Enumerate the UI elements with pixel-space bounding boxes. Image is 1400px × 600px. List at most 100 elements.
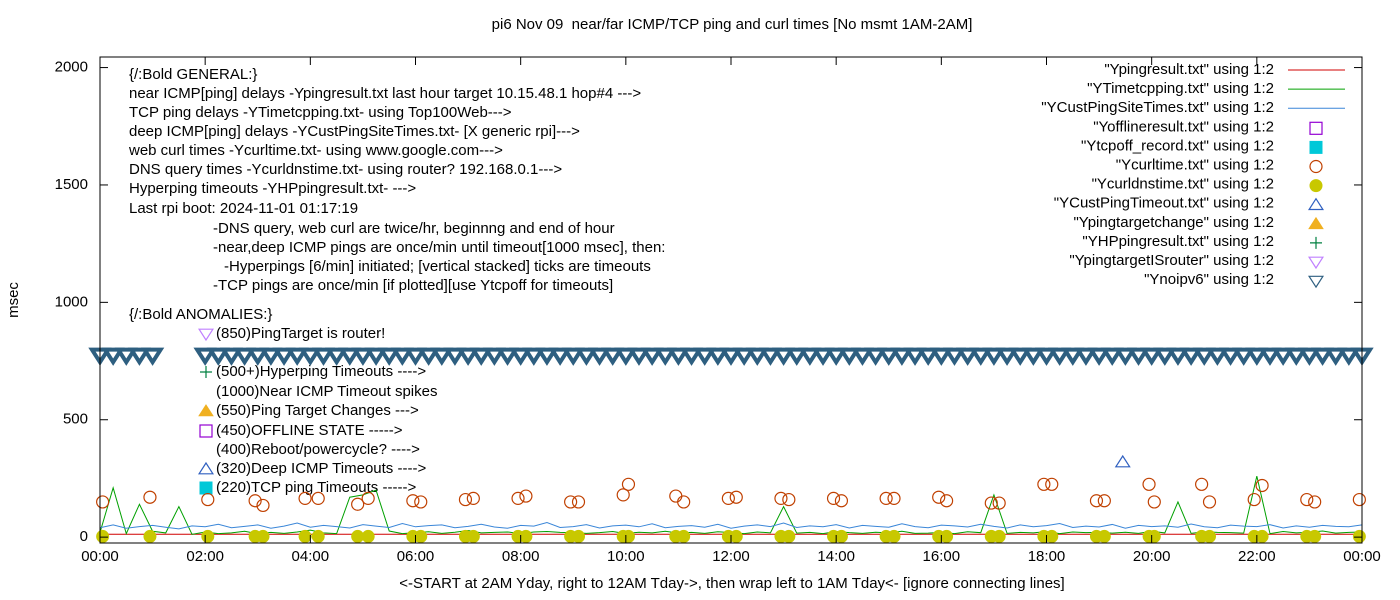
data-point [774, 491, 788, 505]
data-point [272, 347, 296, 366]
data-point [837, 347, 862, 366]
data-point [1300, 492, 1314, 507]
data-point [1147, 495, 1161, 509]
data-point [939, 494, 954, 508]
y-tick-label: 1500 [55, 176, 88, 193]
x-axis-label: <-START at 2AM Yday, right to 12AM Tday-… [399, 575, 1064, 592]
annotation: DNS query times -Ycurldnstime.txt- using… [129, 161, 562, 178]
annotation-marker [198, 461, 214, 475]
data-point [519, 489, 533, 503]
data-point [571, 495, 586, 509]
annotation: {/:Bold ANOMALIES:} [129, 306, 272, 323]
annotation: -DNS query, web curl are twice/hr, begin… [213, 220, 615, 237]
data-point [511, 491, 525, 505]
data-point [587, 347, 612, 366]
x-tick-label: 20:00 [1133, 548, 1171, 565]
plot-layer [88, 347, 1374, 543]
data-point [984, 496, 998, 510]
data-point [721, 491, 735, 505]
data-point [1284, 347, 1308, 366]
data-point [351, 497, 365, 511]
legend-swatch [1309, 179, 1323, 193]
data-point [992, 496, 1006, 510]
annotation: TCP ping delays -YTimetcpping.txt- using… [129, 104, 512, 121]
legend-label: "YCustPingTimeout.txt" using 1:2 [1054, 195, 1274, 212]
data-point [430, 347, 454, 366]
data-point [785, 347, 809, 366]
data-point [621, 529, 635, 543]
y-tick-label: 500 [63, 411, 88, 428]
data-point [1089, 494, 1104, 508]
data-point [248, 494, 262, 508]
data-point [1097, 494, 1111, 508]
data-point [143, 490, 157, 504]
data-point [96, 529, 110, 543]
annotation: deep ICMP[ping] delays -YCustPingSiteTim… [129, 123, 580, 140]
data-point [887, 529, 901, 543]
legend-swatch [1308, 256, 1324, 270]
data-point [1271, 347, 1295, 366]
data-point [782, 529, 796, 543]
data-point [143, 529, 157, 543]
data-point [640, 347, 664, 366]
annotation: (320)Deep ICMP Timeouts ----> [216, 460, 426, 477]
data-point [561, 347, 585, 366]
data-point [614, 347, 638, 366]
data-point [929, 347, 954, 366]
y-tick-label: 2000 [55, 59, 88, 76]
data-point [811, 347, 835, 366]
data-point [495, 347, 520, 366]
data-point [706, 347, 730, 366]
legend-label: "Ypingresult.txt" using 1:2 [1104, 61, 1274, 78]
legend-label: "Ycurldnstime.txt" using 1:2 [1092, 176, 1274, 193]
data-point [564, 495, 578, 509]
x-tick-label: 22:00 [1238, 548, 1276, 565]
data-point [729, 529, 743, 543]
x-tick-label: 02:00 [186, 548, 224, 565]
data-point [456, 347, 480, 366]
data-point [206, 347, 231, 366]
annotation: (450)OFFLINE STATE -----> [216, 422, 403, 439]
data-point [1297, 347, 1322, 366]
data-point [311, 491, 325, 505]
data-point [677, 495, 691, 509]
data-point [338, 347, 362, 366]
annotation-layer: {/:Bold GENERAL:} near ICMP[ping] delays … [128, 66, 665, 496]
data-point [361, 529, 375, 543]
data-point [942, 347, 967, 366]
data-point [1087, 347, 1111, 366]
data-point [96, 495, 110, 509]
annotation: -near,deep ICMP pings are once/min until… [213, 239, 665, 256]
data-point [1045, 529, 1059, 543]
data-point [982, 347, 1006, 366]
data-point [193, 347, 217, 366]
data-point [666, 347, 691, 366]
legend-swatch [1308, 216, 1324, 230]
data-point [1114, 454, 1131, 468]
data-point [863, 347, 888, 366]
x-tick-label: 10:00 [607, 548, 645, 565]
data-point [298, 529, 312, 543]
data-point [745, 347, 769, 366]
data-point [916, 347, 940, 366]
data-point [1179, 347, 1203, 366]
annotation-marker [198, 328, 214, 342]
data-point [390, 347, 415, 366]
data-point [361, 491, 375, 505]
data-point [443, 347, 467, 366]
data-point [677, 529, 691, 543]
data-point [732, 347, 756, 366]
legend-label: "YCustPingSiteTimes.txt" using 1:2 [1041, 99, 1274, 116]
annotation-marker [200, 366, 212, 378]
data-point [1113, 347, 1138, 366]
data-point [782, 492, 796, 507]
data-point [298, 491, 312, 505]
annotation: (850)PingTarget is router! [216, 325, 385, 342]
data-point [932, 490, 946, 504]
data-point [414, 529, 428, 543]
data-point [1231, 347, 1256, 366]
data-point [1139, 347, 1164, 366]
data-point [1195, 477, 1209, 491]
